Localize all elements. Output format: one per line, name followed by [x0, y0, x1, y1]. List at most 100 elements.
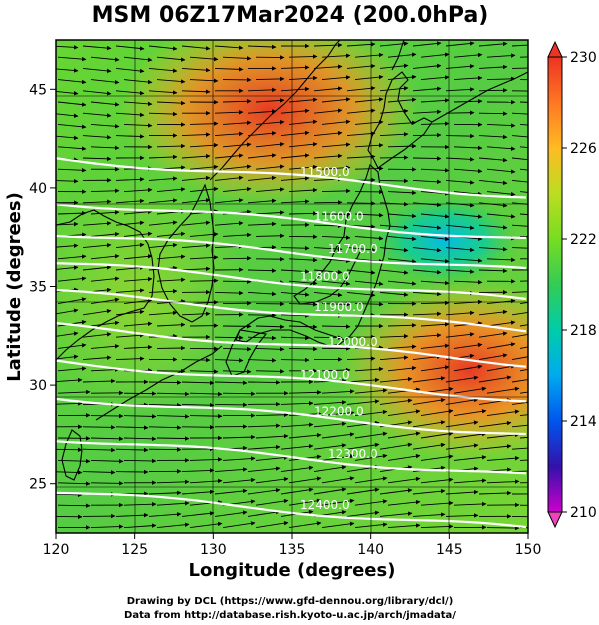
wind-arrow — [222, 521, 256, 529]
wind-arrow — [379, 291, 409, 297]
wind-arrow — [148, 425, 182, 430]
wind-arrow — [288, 142, 318, 148]
wind-arrow — [354, 212, 384, 218]
wind-arrow — [280, 487, 314, 495]
wind-arrow — [247, 221, 277, 227]
wind-arrow — [156, 522, 190, 529]
wind-arrow — [387, 365, 417, 372]
wind-arrow — [519, 168, 528, 171]
wind-arrow — [82, 67, 112, 74]
wind-arrow — [156, 391, 190, 397]
wind-arrow — [420, 431, 454, 439]
wind-arrow — [321, 258, 351, 264]
wind-arrow — [57, 167, 87, 173]
wind-arrow — [478, 88, 508, 93]
wind-arrow — [412, 420, 446, 428]
wind-arrow — [247, 487, 281, 495]
contour-label: 12300.0 — [328, 447, 378, 461]
wind-arrow — [156, 143, 186, 149]
contour-line — [56, 491, 527, 529]
wind-arrow — [280, 422, 314, 428]
wind-arrow — [420, 235, 450, 242]
wind-arrow — [280, 401, 314, 406]
wind-arrow — [313, 421, 347, 428]
wind-arrow — [412, 397, 446, 405]
wind-arrow — [511, 157, 528, 161]
credit-line-2: Data from http://database.rish.kyoto-u.a… — [124, 610, 456, 621]
wind-arrow — [387, 143, 417, 149]
wind-arrow — [156, 277, 186, 283]
wind-arrow — [412, 63, 442, 69]
wind-arrow — [255, 521, 289, 529]
wind-arrow — [123, 187, 153, 193]
wind-arrow — [56, 354, 79, 360]
wind-arrow — [519, 213, 528, 216]
y-axis-ticks: 25 30 35 40 45 — [29, 82, 56, 493]
wind-arrow — [288, 521, 322, 529]
wind-arrow — [189, 78, 219, 83]
wind-arrow — [189, 413, 223, 419]
wind-arrow — [156, 414, 190, 419]
x-tick-label: 145 — [436, 542, 463, 558]
wind-arrow — [321, 367, 351, 373]
wind-arrow — [82, 332, 112, 338]
wind-arrow — [379, 442, 413, 450]
wind-arrow — [255, 369, 285, 374]
wind-arrow — [354, 52, 384, 58]
coast-sakhalin — [391, 40, 405, 71]
coast-kuril — [431, 71, 528, 123]
wind-arrow — [156, 254, 186, 260]
wind-arrow — [156, 479, 190, 485]
wind-arrow — [181, 468, 215, 473]
wind-arrow — [445, 133, 475, 139]
wind-arrow — [354, 97, 384, 103]
wind-arrow — [148, 511, 182, 517]
wind-arrow — [453, 501, 487, 507]
wind-arrow — [478, 375, 512, 383]
wind-arrow — [346, 377, 380, 383]
contour-line — [56, 262, 527, 301]
warm-region-north — [120, 40, 420, 205]
wind-arrow — [148, 242, 178, 249]
wind-arrow — [486, 479, 520, 484]
wind-arrow — [486, 386, 520, 394]
wind-arrow — [56, 377, 83, 383]
wind-arrow — [255, 164, 285, 170]
wind-arrow — [123, 254, 153, 260]
wind-arrow — [115, 177, 145, 182]
wind-arrow — [57, 297, 87, 305]
wind-arrow — [255, 346, 285, 352]
wind-arrow — [379, 86, 409, 92]
wind-arrow — [90, 344, 120, 349]
wind-arrow — [115, 242, 145, 249]
wind-arrow — [181, 402, 215, 408]
colorbar-upper-triangle — [547, 40, 563, 58]
coast-taiwan — [61, 429, 83, 481]
contour-line — [56, 397, 527, 436]
colorbar-body — [547, 56, 563, 513]
wind-arrow — [420, 258, 450, 264]
wind-arrow — [280, 291, 310, 297]
wind-arrow — [420, 477, 454, 484]
wind-arrow — [57, 503, 91, 508]
wind-arrow — [379, 132, 409, 137]
wind-arrow — [90, 436, 124, 442]
wind-arrow — [57, 210, 87, 216]
contour-line — [56, 203, 527, 240]
wind-arrow — [115, 447, 149, 453]
wind-arrow — [255, 210, 285, 215]
wind-arrow — [519, 123, 528, 126]
wind-arrow — [412, 512, 446, 517]
wind-arrow — [321, 97, 351, 103]
wind-arrow — [189, 300, 219, 305]
wind-arrow — [346, 442, 380, 450]
wind-arrow — [222, 164, 252, 170]
wind-arrow — [90, 367, 120, 372]
wind-arrow — [214, 109, 244, 115]
wind-arrow — [189, 369, 219, 374]
wind-arrow — [82, 45, 112, 51]
wind-arrow — [313, 465, 347, 473]
wind-arrow — [181, 175, 211, 181]
contour-label: 12200.0 — [314, 405, 364, 419]
wind-arrow — [181, 132, 211, 137]
